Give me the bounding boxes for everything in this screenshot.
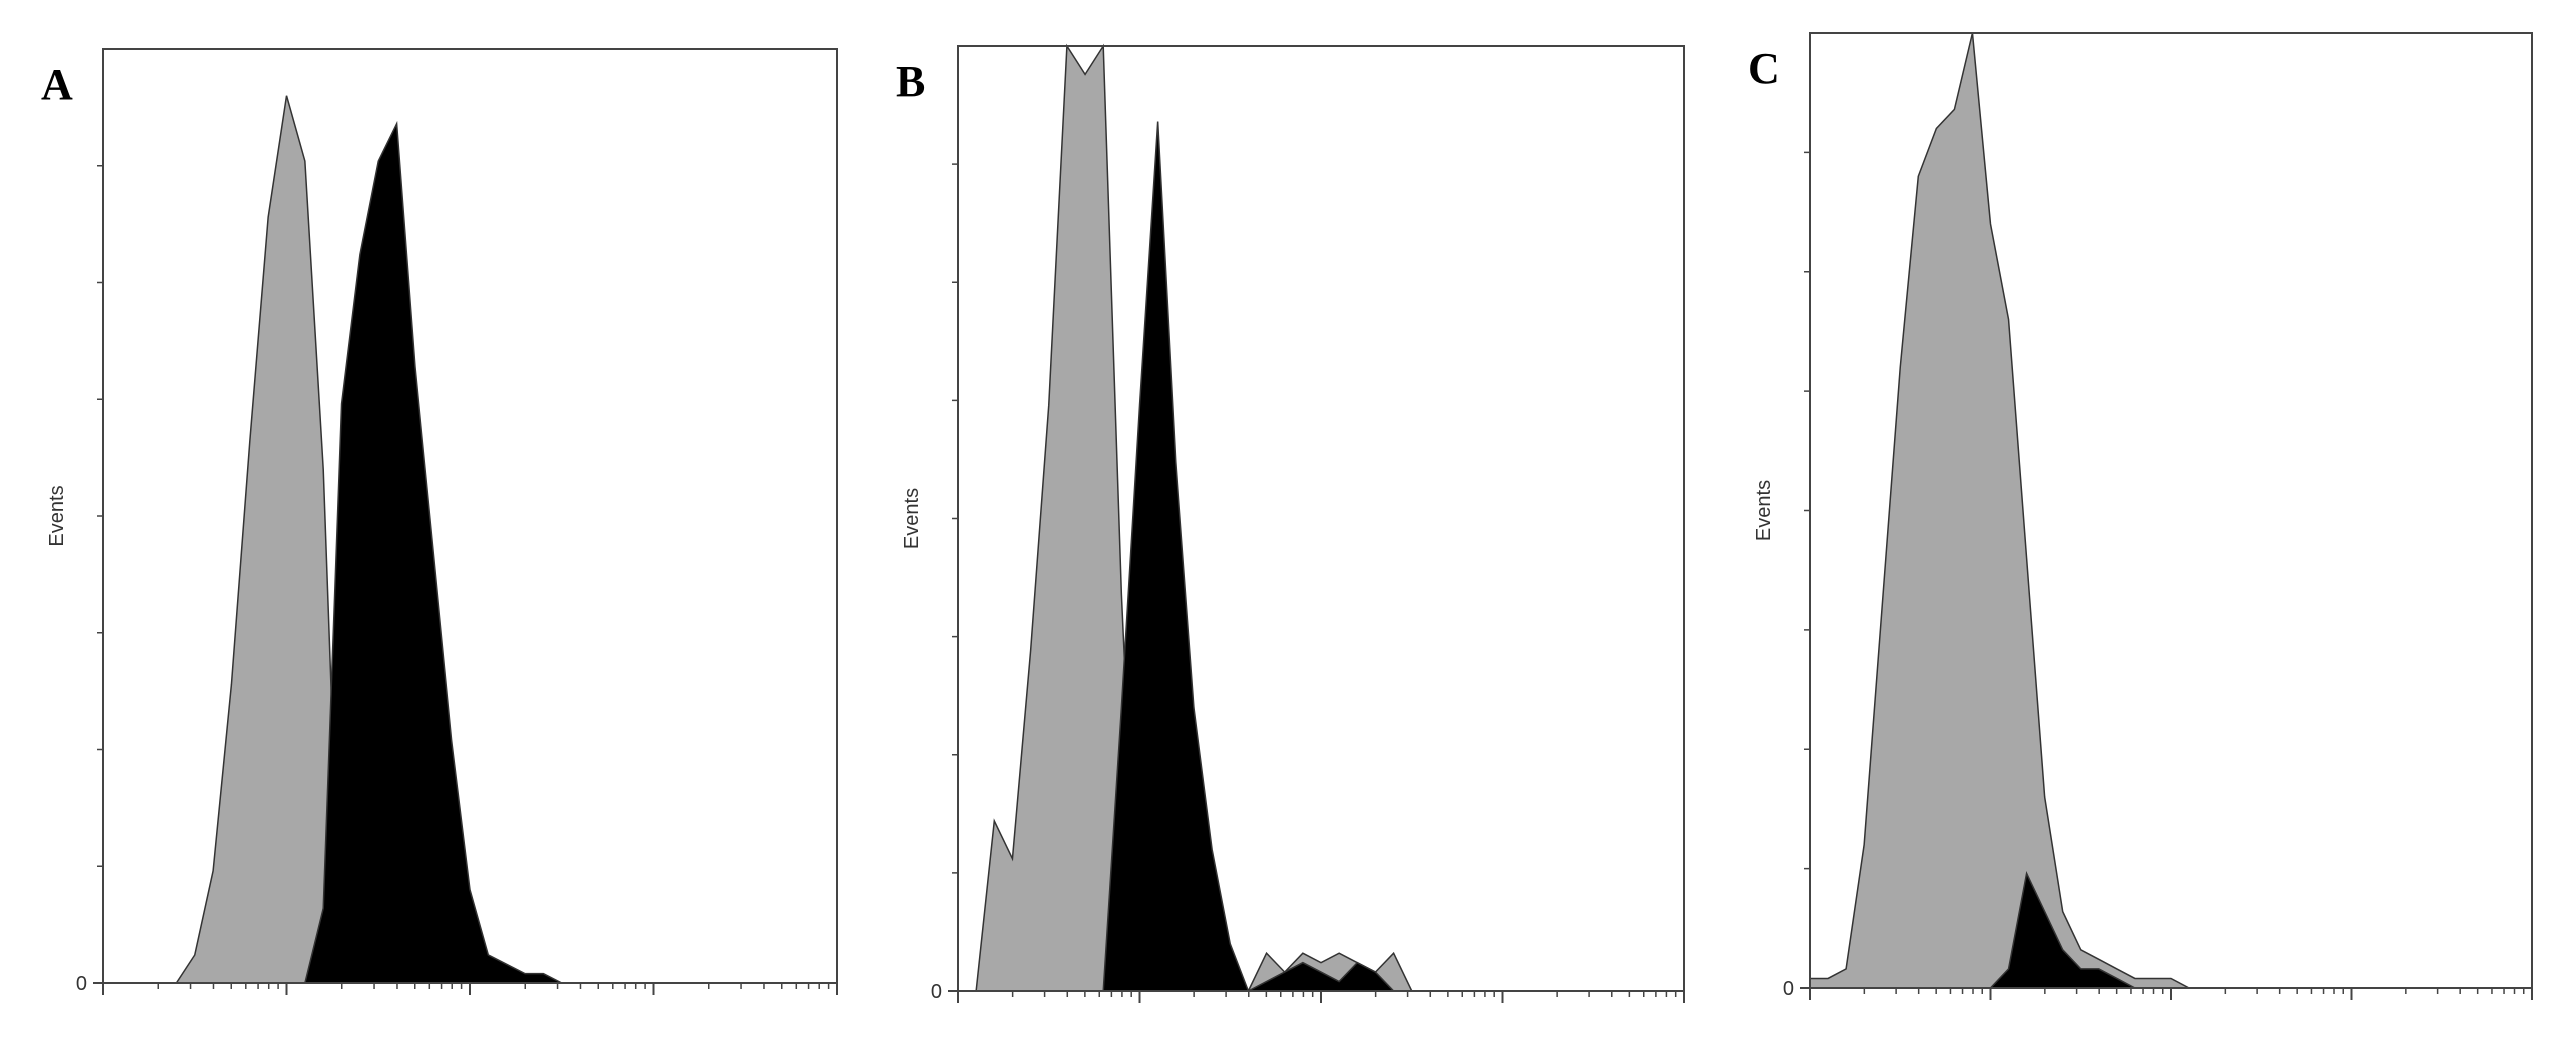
y-axis-label: Events <box>901 488 923 549</box>
plot-frame <box>102 48 838 984</box>
panel: 0 Events A <box>41 48 838 995</box>
histogram-area <box>958 43 1684 992</box>
panel-label: A <box>41 60 73 109</box>
panel-label: B <box>896 57 925 106</box>
histogram-area <box>103 95 837 984</box>
panel-label: C <box>1748 44 1780 93</box>
y-tick-label: 0 <box>931 981 942 1003</box>
y-axis-label: Events <box>46 485 68 546</box>
y-axis-label: Events <box>1753 480 1775 541</box>
histogram-area <box>1809 32 2532 989</box>
panel: 0 Events B <box>896 43 1685 1003</box>
y-tick-label: 0 <box>76 973 87 995</box>
panel: 0 Events C <box>1748 32 2533 1000</box>
y-tick-label: 0 <box>1783 978 1794 1000</box>
histogram-area <box>103 120 837 984</box>
